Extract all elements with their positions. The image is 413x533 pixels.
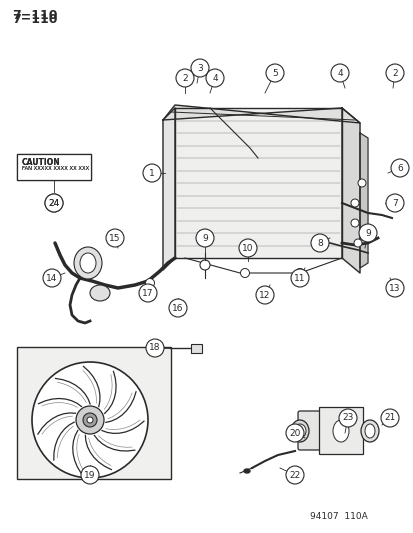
Polygon shape bbox=[163, 108, 175, 270]
Text: 4: 4 bbox=[336, 69, 342, 77]
Text: CAUTION: CAUTION bbox=[22, 158, 61, 167]
Circle shape bbox=[353, 239, 361, 247]
Circle shape bbox=[83, 413, 97, 427]
Text: 7−110: 7−110 bbox=[12, 13, 57, 26]
Circle shape bbox=[338, 409, 356, 427]
Text: 19: 19 bbox=[84, 471, 95, 480]
Text: 22: 22 bbox=[289, 471, 300, 480]
Text: 14: 14 bbox=[46, 273, 57, 282]
Ellipse shape bbox=[364, 424, 374, 438]
Text: 7−110: 7−110 bbox=[12, 9, 57, 22]
Circle shape bbox=[81, 466, 99, 484]
Circle shape bbox=[385, 194, 403, 212]
Text: 3: 3 bbox=[197, 63, 202, 72]
Ellipse shape bbox=[290, 420, 308, 442]
Text: 20: 20 bbox=[289, 429, 300, 438]
Ellipse shape bbox=[90, 285, 110, 301]
Circle shape bbox=[76, 406, 104, 434]
Text: 13: 13 bbox=[388, 284, 400, 293]
Text: 11: 11 bbox=[294, 273, 305, 282]
Circle shape bbox=[330, 64, 348, 82]
Circle shape bbox=[145, 279, 154, 287]
Circle shape bbox=[350, 199, 358, 207]
Circle shape bbox=[358, 224, 376, 242]
Ellipse shape bbox=[332, 420, 348, 442]
Polygon shape bbox=[359, 133, 367, 268]
Text: 23: 23 bbox=[342, 414, 353, 423]
Circle shape bbox=[195, 229, 214, 247]
Text: 18: 18 bbox=[149, 343, 160, 352]
Text: 9: 9 bbox=[202, 233, 207, 243]
Polygon shape bbox=[341, 108, 359, 273]
Text: 24: 24 bbox=[48, 198, 59, 207]
Circle shape bbox=[295, 269, 304, 278]
Text: 16: 16 bbox=[172, 303, 183, 312]
Circle shape bbox=[266, 64, 283, 82]
Text: 9: 9 bbox=[364, 229, 370, 238]
Text: 12: 12 bbox=[259, 290, 270, 300]
Text: 2: 2 bbox=[182, 74, 188, 83]
Polygon shape bbox=[163, 105, 359, 123]
Text: CAUTION: CAUTION bbox=[22, 158, 61, 167]
FancyBboxPatch shape bbox=[17, 154, 91, 180]
Polygon shape bbox=[175, 108, 341, 258]
Circle shape bbox=[380, 409, 398, 427]
Circle shape bbox=[285, 424, 303, 442]
Circle shape bbox=[32, 362, 147, 478]
Circle shape bbox=[45, 194, 63, 212]
Text: 24: 24 bbox=[48, 198, 59, 207]
Text: 5: 5 bbox=[271, 69, 277, 77]
Circle shape bbox=[357, 179, 365, 187]
Circle shape bbox=[87, 417, 93, 423]
Circle shape bbox=[350, 219, 358, 227]
Circle shape bbox=[45, 194, 63, 212]
Text: 6: 6 bbox=[396, 164, 402, 173]
Text: 7: 7 bbox=[391, 198, 397, 207]
Circle shape bbox=[106, 229, 124, 247]
Text: 1: 1 bbox=[149, 168, 154, 177]
Circle shape bbox=[176, 69, 194, 87]
Text: 21: 21 bbox=[383, 414, 395, 423]
Circle shape bbox=[190, 59, 209, 77]
Circle shape bbox=[390, 159, 408, 177]
Text: 17: 17 bbox=[142, 288, 153, 297]
Text: FAN XXXXX XXXX XX XXX: FAN XXXXX XXXX XX XXX bbox=[22, 166, 89, 171]
Circle shape bbox=[310, 234, 328, 252]
Circle shape bbox=[146, 339, 164, 357]
Circle shape bbox=[199, 260, 209, 270]
FancyBboxPatch shape bbox=[297, 411, 356, 450]
Text: 8: 8 bbox=[316, 238, 322, 247]
Ellipse shape bbox=[80, 253, 96, 273]
Circle shape bbox=[43, 269, 61, 287]
Circle shape bbox=[206, 69, 223, 87]
Circle shape bbox=[240, 269, 249, 278]
Circle shape bbox=[385, 64, 403, 82]
Circle shape bbox=[142, 164, 161, 182]
Circle shape bbox=[238, 239, 256, 257]
Circle shape bbox=[139, 284, 157, 302]
Circle shape bbox=[385, 279, 403, 297]
Text: 15: 15 bbox=[109, 233, 121, 243]
Ellipse shape bbox=[74, 247, 102, 279]
Circle shape bbox=[290, 269, 308, 287]
Text: 10: 10 bbox=[242, 244, 253, 253]
Circle shape bbox=[285, 466, 303, 484]
FancyBboxPatch shape bbox=[17, 154, 91, 180]
FancyBboxPatch shape bbox=[17, 347, 171, 479]
Ellipse shape bbox=[293, 424, 305, 438]
FancyBboxPatch shape bbox=[191, 343, 202, 352]
FancyBboxPatch shape bbox=[318, 407, 362, 454]
Circle shape bbox=[169, 299, 187, 317]
Text: 4: 4 bbox=[212, 74, 217, 83]
Circle shape bbox=[255, 286, 273, 304]
Text: FAN XXXXX XXXX XX XXX: FAN XXXXX XXXX XX XXX bbox=[22, 166, 89, 171]
Text: 94107  110A: 94107 110A bbox=[309, 512, 367, 521]
Ellipse shape bbox=[360, 420, 378, 442]
Text: 2: 2 bbox=[391, 69, 397, 77]
Ellipse shape bbox=[243, 469, 249, 473]
